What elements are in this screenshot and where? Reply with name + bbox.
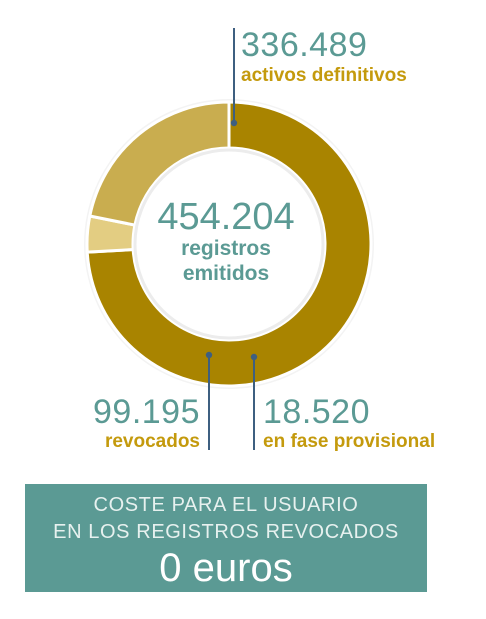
provisional-label: en fase provisional (263, 431, 436, 452)
provisional-value: 18.520 (263, 393, 370, 431)
donut-slice-revocados (88, 100, 231, 227)
total-label-line2: emitidos (182, 262, 270, 285)
activos-value: 336.489 (241, 26, 368, 64)
cost-box: COSTE PARA EL USUARIO EN LOS REGISTROS R… (25, 484, 427, 592)
cost-box-line1: COSTE PARA EL USUARIO (93, 494, 359, 516)
leader-line-activos-dot (230, 119, 238, 127)
donut-slice-activos-definitivos (85, 100, 373, 388)
donut-hole (133, 148, 325, 340)
total-value: 454.204 (157, 196, 295, 238)
total-label-line1: registros (181, 237, 271, 260)
leader-line-revocados-dot (205, 351, 213, 359)
cost-box-line2: EN LOS REGISTROS REVOCADOS (53, 521, 399, 543)
activos-label: activos definitivos (241, 65, 407, 86)
revocados-label: revocados (104, 431, 200, 452)
cost-box-amount: 0 euros (159, 546, 293, 590)
leader-line-provisional-dot (250, 353, 258, 361)
revocados-value: 99.195 (93, 393, 200, 431)
